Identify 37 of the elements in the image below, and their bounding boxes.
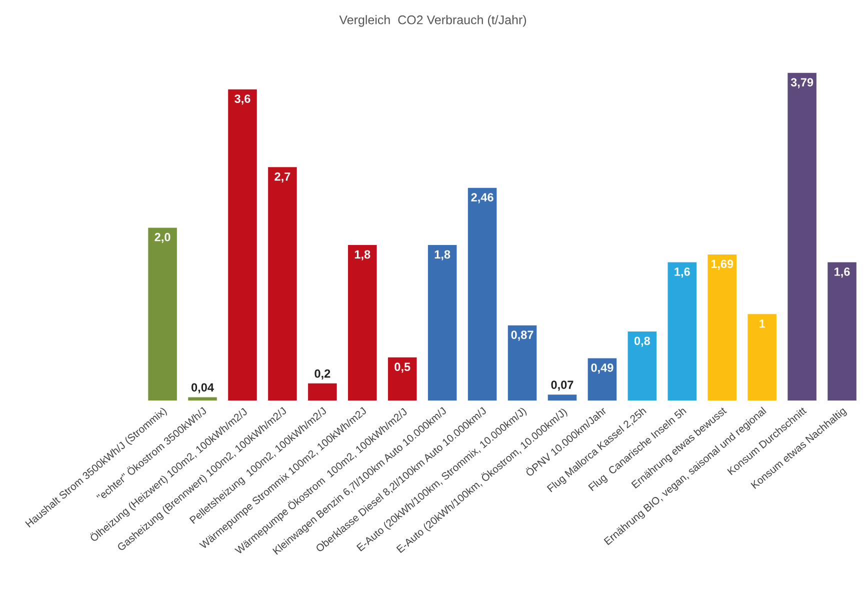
data-label: 1,8 (354, 250, 370, 260)
data-label: 3,6 (234, 94, 250, 105)
bar (188, 397, 217, 401)
data-label: 1,6 (674, 268, 690, 278)
chart-title: Vergleich CO2 Verbrauch (t/Jahr) (339, 15, 526, 27)
data-label: 1,69 (711, 260, 734, 270)
bar (508, 325, 537, 401)
bar (348, 245, 377, 401)
data-label: 3,79 (790, 78, 814, 88)
data-label: 0,07 (551, 380, 574, 391)
data-label: 0,04 (191, 383, 214, 394)
data-label: 0,49 (591, 364, 614, 374)
data-label: 1,6 (834, 268, 850, 278)
data-label: 0,87 (511, 330, 534, 341)
data-label: 1,8 (434, 250, 450, 260)
bar (548, 394, 577, 401)
data-label: 2,7 (274, 172, 290, 182)
bar (228, 89, 257, 401)
bar (388, 357, 417, 401)
bar (468, 188, 497, 401)
data-label: 2,46 (471, 193, 494, 204)
data-label: 2,0 (154, 232, 170, 244)
bar (668, 262, 697, 401)
data-label: 0,5 (394, 362, 410, 373)
bar (748, 314, 776, 401)
bar (628, 331, 657, 401)
bar (268, 167, 297, 401)
bar (708, 254, 736, 401)
bar (148, 228, 177, 401)
bar (828, 262, 856, 401)
data-label: 0,2 (314, 369, 330, 380)
bar (428, 245, 457, 401)
data-label: 1 (760, 320, 766, 328)
bar (588, 358, 617, 401)
bar (788, 72, 816, 401)
data-label: 0,8 (634, 336, 650, 347)
bar (308, 383, 337, 401)
